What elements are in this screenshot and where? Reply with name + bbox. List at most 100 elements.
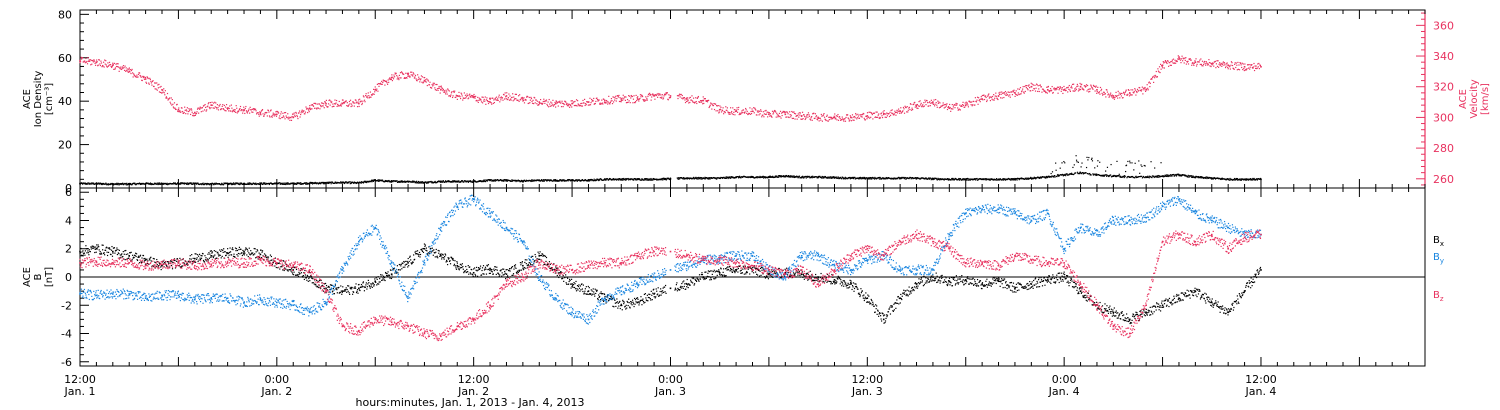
- velocity-dot: [1256, 67, 1258, 69]
- velocity-dot: [260, 114, 262, 116]
- velocity-dot: [213, 107, 215, 109]
- density-dot: [315, 182, 317, 184]
- velocity-dot: [187, 113, 189, 115]
- velocity-dot: [164, 90, 166, 92]
- density-dot: [694, 177, 697, 179]
- density-dot: [1138, 160, 1140, 162]
- velocity-dot: [366, 96, 368, 98]
- velocity-dot: [171, 98, 173, 101]
- velocity-dot: [893, 114, 895, 116]
- velocity-dot: [245, 105, 247, 108]
- velocity-dot: [606, 99, 608, 102]
- density-dot: [793, 175, 795, 177]
- velocity-dot: [316, 108, 318, 110]
- density-dot: [693, 178, 696, 180]
- density-dot: [1124, 175, 1126, 177]
- velocity-dot: [1072, 90, 1074, 92]
- velocity-dot: [617, 96, 620, 98]
- velocity-dot: [208, 102, 210, 104]
- velocity-dot: [696, 97, 698, 99]
- density-dot: [621, 179, 623, 181]
- density-dot: [1056, 175, 1058, 178]
- velocity-dot: [723, 113, 725, 115]
- density-dot: [424, 181, 426, 184]
- velocity-dot: [332, 103, 334, 105]
- density-dot: [755, 176, 757, 179]
- velocity-dot: [820, 119, 822, 121]
- velocity-dot: [249, 106, 251, 108]
- velocity-dot: [150, 82, 152, 84]
- density-dot: [1009, 178, 1011, 180]
- density-dot: [365, 180, 367, 183]
- density-dot: [183, 182, 185, 184]
- density-dot: [85, 183, 87, 185]
- density-dot: [857, 177, 859, 179]
- density-dot: [190, 183, 192, 185]
- density-dot: [943, 179, 945, 181]
- velocity-dot: [1034, 90, 1037, 92]
- velocity-dot: [826, 115, 828, 118]
- velocity-dot: [364, 94, 367, 97]
- velocity-dot: [906, 106, 908, 108]
- velocity-dot: [176, 103, 178, 106]
- density-dot: [442, 180, 444, 182]
- density-dot: [158, 183, 160, 185]
- velocity-dot: [627, 101, 629, 103]
- velocity-dot: [523, 97, 525, 99]
- density-dot: [521, 180, 523, 182]
- density-dot: [340, 181, 342, 183]
- velocity-dot: [457, 95, 460, 97]
- velocity-dot: [977, 103, 979, 105]
- velocity-dot: [609, 103, 611, 105]
- velocity-dot: [100, 62, 103, 64]
- density-dot: [107, 183, 109, 185]
- velocity-point: [1161, 64, 1164, 67]
- velocity-dot: [284, 111, 287, 114]
- density-dot: [465, 180, 467, 182]
- velocity-dot: [987, 94, 989, 96]
- density-dot: [1199, 176, 1201, 178]
- velocity-dot: [695, 97, 697, 99]
- velocity-dot: [1092, 88, 1094, 90]
- velocity-dot: [1076, 83, 1078, 86]
- velocity-dot: [706, 101, 709, 103]
- density-dot: [372, 179, 374, 181]
- velocity-dot: [1123, 92, 1125, 94]
- velocity-dot: [235, 111, 237, 113]
- density-dot: [274, 183, 276, 185]
- density-dot: [1068, 174, 1070, 176]
- density-dot: [404, 180, 406, 182]
- velocity-dot: [903, 112, 906, 114]
- velocity-point: [276, 113, 278, 116]
- density-dot: [1002, 179, 1005, 181]
- density-dot: [89, 182, 91, 184]
- density-dot: [86, 183, 88, 185]
- velocity-dot: [159, 91, 162, 94]
- velocity-dot: [353, 105, 355, 107]
- velocity-dot: [450, 94, 452, 96]
- velocity-dot: [222, 108, 224, 110]
- density-dot: [738, 175, 741, 177]
- density-dot: [202, 182, 204, 184]
- velocity-dot: [398, 74, 401, 77]
- velocity-dot: [308, 109, 310, 111]
- velocity-dot: [878, 113, 880, 115]
- velocity-dot: [543, 100, 545, 102]
- velocity-dot: [211, 101, 213, 103]
- velocity-dot: [533, 102, 535, 105]
- velocity-dot: [595, 100, 597, 103]
- density-dot: [971, 178, 974, 180]
- velocity-dot: [234, 110, 236, 113]
- velocity-dot: [822, 114, 825, 116]
- velocity-dot: [926, 100, 928, 102]
- density-dot: [1090, 158, 1093, 160]
- velocity-dot: [183, 112, 185, 114]
- velocity-dot: [1063, 89, 1066, 91]
- density-dot: [1096, 173, 1098, 176]
- velocity-dot: [1194, 61, 1197, 64]
- velocity-dot: [1030, 82, 1032, 84]
- density-dot: [830, 177, 832, 179]
- velocity-dot: [763, 116, 765, 118]
- velocity-dot: [757, 111, 760, 113]
- velocity-point: [1128, 92, 1131, 94]
